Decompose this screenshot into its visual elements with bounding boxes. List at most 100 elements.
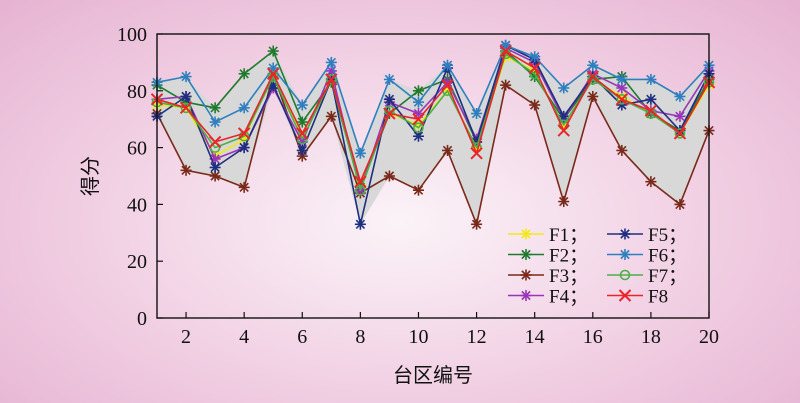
series-7-point-2: [180, 102, 192, 114]
y-tick-label-0: 0: [137, 308, 147, 330]
series-2-point-10: [412, 85, 424, 97]
series-3-point-11: [442, 144, 454, 156]
legend-label-4: F4；: [549, 287, 588, 308]
series-3-point-13: [500, 79, 512, 91]
y-tick-label-40: 40: [127, 194, 147, 216]
series-8-point-7: [325, 73, 338, 86]
series-5-point-2: [180, 90, 192, 102]
series-8-point-5: [267, 67, 280, 80]
series-6-point-16: [587, 59, 599, 71]
y-tick-label-60: 60: [127, 138, 147, 160]
series-8-point-18: [644, 104, 658, 117]
legend-marker-1: [520, 228, 532, 240]
legend-marker-6: [619, 249, 631, 260]
range-band: [157, 45, 709, 225]
series-3-point-12: [471, 218, 483, 230]
legend-marker-8: [618, 289, 632, 302]
legend-marker-7: [619, 269, 631, 281]
series-6-point-10: [412, 96, 424, 108]
x-tick-label-20: 20: [699, 326, 719, 348]
legend-label-5: F5；: [648, 225, 687, 246]
series-7-point-7: [326, 74, 337, 85]
series-8-point-13: [499, 44, 512, 58]
x-tick-label-14: 14: [525, 326, 545, 348]
series-8-point-10: [412, 112, 425, 126]
series-2-point-5: [267, 45, 279, 57]
series-3-point-14: [529, 99, 541, 111]
series-8-point-11: [441, 78, 454, 92]
series-8-point-17: [615, 93, 629, 106]
series-5-point-4: [238, 142, 250, 154]
legend-label-2: F2；: [549, 246, 588, 267]
series-5-point-9: [383, 93, 395, 105]
y-axis-title: 得分: [78, 156, 102, 196]
series-6-point-19: [674, 90, 686, 102]
series-6-point-14: [529, 51, 541, 63]
legend-entry-7: F7；: [607, 266, 687, 287]
legend-entry-4: F4；: [508, 287, 588, 308]
series-7-point-8: [355, 184, 366, 196]
series-5-point-8: [354, 218, 366, 230]
series-8-point-9: [383, 107, 396, 120]
series-layer: [150, 39, 716, 230]
x-tick-label-8: 8: [355, 326, 365, 348]
legend-label-8: F8: [648, 287, 668, 308]
plot-frame: [156, 33, 710, 319]
axes-layer: 2 4 6 8 10 12 14 16 18 20 0 20 40 60 80 100: [117, 24, 719, 348]
series-3-point-19: [674, 198, 686, 210]
series-3-point-9: [383, 170, 395, 182]
series-8-point-2: [179, 101, 193, 115]
series-3-point-4: [238, 181, 250, 193]
series-7-point-5: [267, 71, 279, 82]
series-3-point-15: [558, 196, 570, 208]
legend-marker-3: [520, 269, 532, 281]
series-3-point-10: [412, 184, 424, 196]
legend-entry-2: F2；: [508, 246, 588, 267]
y-tick-label-20: 20: [127, 251, 147, 273]
y-tick-label-80: 80: [127, 81, 147, 103]
x-tick-label-10: 10: [408, 326, 428, 348]
series-5-point-6: [296, 144, 308, 156]
legend: F1；F2；F3；F4； F5；F6；F7；F8: [508, 225, 687, 308]
series-6-point-2: [180, 71, 192, 83]
x-tick-label-4: 4: [239, 326, 249, 348]
series-6-point-8: [354, 147, 366, 159]
series-8-point-15: [557, 124, 570, 137]
series-2-point-3: [209, 102, 221, 114]
x-tick-label-18: 18: [641, 326, 661, 348]
series-8: [150, 44, 716, 188]
x-tick-label-16: 16: [583, 326, 603, 348]
series-6-point-3: [209, 116, 221, 128]
legend-marker-2: [520, 249, 532, 260]
legend-label-7: F7；: [648, 266, 687, 287]
series-3-point-7: [325, 110, 337, 122]
series-2-point-6: [296, 116, 308, 128]
legend-entry-5: F5；: [607, 225, 687, 246]
series-6-point-15: [558, 82, 570, 94]
series-2-point-4: [238, 68, 250, 80]
series-4-point-19: [674, 110, 686, 122]
series-3-point-18: [645, 176, 657, 188]
series-6: [151, 39, 715, 159]
x-tick-label-6: 6: [297, 326, 307, 348]
series-3-point-16: [587, 90, 599, 102]
series-3: [151, 68, 715, 230]
series-6-point-9: [383, 73, 395, 85]
legend-entry-6: F6；: [607, 246, 687, 267]
legend-label-3: F3；: [549, 266, 588, 287]
y-tick-label-100: 100: [117, 24, 147, 46]
series-8-point-8: [354, 175, 367, 188]
series-6-point-6: [296, 99, 308, 111]
series-3-point-17: [616, 144, 628, 156]
x-axis-title: 台区编号: [393, 363, 473, 387]
series-3-point-2: [180, 164, 192, 176]
series-8-point-14: [528, 61, 541, 75]
legend-entry-3: F3；: [508, 266, 588, 287]
series-6-point-7: [325, 56, 337, 68]
series-8-point-3: [208, 135, 222, 149]
x-tick-label-2: 2: [181, 326, 191, 348]
legend-entry-1: F1；: [508, 225, 588, 246]
series-6-point-17: [616, 73, 628, 85]
legend-label-1: F1；: [549, 225, 588, 246]
